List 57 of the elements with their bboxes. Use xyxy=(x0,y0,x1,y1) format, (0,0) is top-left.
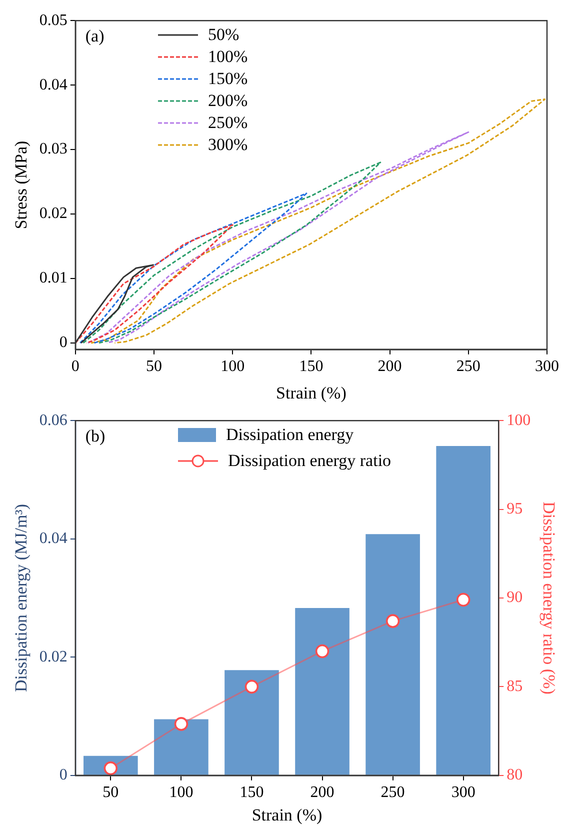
annotation: (a) xyxy=(85,26,104,46)
y-tick-label: 0.02 xyxy=(39,648,68,666)
annotation: (b) xyxy=(85,426,106,446)
x-tick-label: 300 xyxy=(535,358,559,376)
legend-label: Dissipation energy ratio xyxy=(228,450,392,472)
legend-label: 200% xyxy=(208,90,248,112)
y-axis-title: Dissipation energy (MJ/m³) xyxy=(12,504,31,692)
legend-label: 150% xyxy=(208,68,248,90)
x-tick-label: 100 xyxy=(220,358,245,376)
legend-label: Dissipation energy xyxy=(226,424,354,446)
legend-label: 100% xyxy=(208,46,248,68)
y-tick-label: 0 xyxy=(59,334,68,352)
y2-tick-label: 100 xyxy=(506,412,531,429)
x-tick-label: 0 xyxy=(71,358,80,376)
y-axis-title: Stress (MPa) xyxy=(12,140,31,230)
x-tick-label: 250 xyxy=(380,784,405,802)
y-tick-label: 0.04 xyxy=(39,530,68,548)
point xyxy=(244,680,259,694)
y-tick-label: 0.01 xyxy=(39,270,68,287)
legend-label: 300% xyxy=(208,134,248,156)
x-axis-title: Strain (%) xyxy=(276,383,346,402)
point xyxy=(456,592,470,607)
line-series xyxy=(87,131,470,344)
y2-tick-label: 85 xyxy=(506,678,523,695)
bar xyxy=(154,719,208,775)
point xyxy=(315,644,330,658)
bar xyxy=(366,534,420,775)
point xyxy=(386,614,400,628)
y-tick-label: 0.03 xyxy=(39,140,68,158)
x-tick-label: 150 xyxy=(299,358,324,376)
y-tick-label: 0.04 xyxy=(39,76,68,94)
x-tick-label: 200 xyxy=(310,784,334,802)
y2-axis-title: Dissipation energy ratio (%) xyxy=(539,502,558,694)
line-series xyxy=(75,224,234,344)
legend-label: 250% xyxy=(208,112,248,134)
y2-tick-label: 90 xyxy=(506,589,523,606)
y-tick-label: 0.05 xyxy=(39,12,68,29)
point xyxy=(174,717,188,731)
y2-tick-label: 95 xyxy=(506,500,523,518)
y2-tick-label: 80 xyxy=(506,766,523,784)
x-tick-label: 250 xyxy=(456,358,480,376)
x-tick-label: 200 xyxy=(378,358,402,376)
y-tick-label: 0.02 xyxy=(39,205,68,222)
bar xyxy=(436,446,490,775)
legend-label: 50% xyxy=(208,24,240,46)
x-axis-title: Strain (%) xyxy=(252,805,322,824)
x-tick-label: 50 xyxy=(146,358,162,376)
line-series xyxy=(79,192,308,344)
y-tick-label: 0 xyxy=(59,766,68,784)
bar xyxy=(224,670,279,775)
x-tick-label: 300 xyxy=(451,784,476,802)
x-tick-label: 50 xyxy=(102,784,119,802)
line-series xyxy=(82,162,382,344)
x-tick-label: 100 xyxy=(169,784,194,802)
y-tick-label: 0.06 xyxy=(39,412,68,429)
bar xyxy=(295,608,350,775)
x-tick-label: 150 xyxy=(240,784,264,802)
